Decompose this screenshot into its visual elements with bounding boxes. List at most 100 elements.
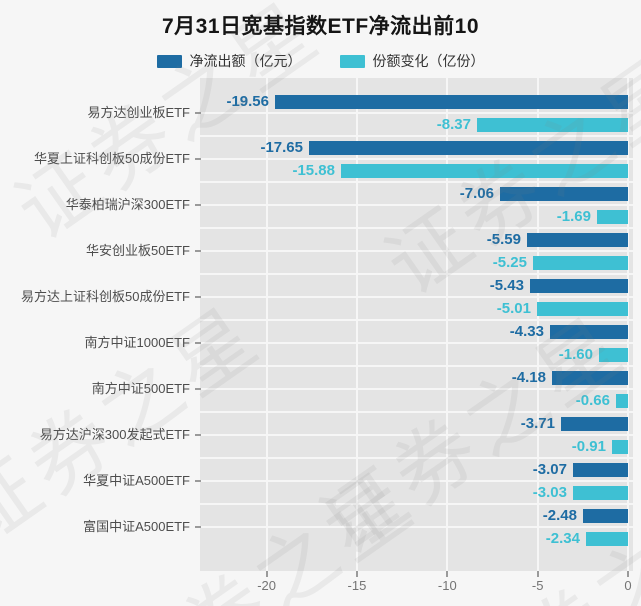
outflow-value-label: -7.06 — [459, 184, 494, 202]
h-gridline — [200, 273, 633, 275]
share-value-label: -3.03 — [532, 483, 567, 501]
outflow-bar[interactable] — [309, 140, 628, 155]
chart-title: 7月31日宽基指数ETF净流出前10 — [161, 15, 480, 38]
share-bar[interactable] — [597, 209, 628, 224]
outflow-value-label: -4.33 — [509, 322, 544, 340]
h-gridline — [200, 526, 633, 528]
h-gridline — [200, 411, 633, 413]
h-gridline — [200, 388, 633, 390]
outflow-value-label: -5.59 — [486, 230, 521, 248]
v-gridline — [446, 78, 449, 571]
outflow-bar[interactable] — [561, 416, 628, 431]
outflow-value-label: -19.56 — [226, 92, 269, 110]
x-tick-label: -5 — [531, 578, 544, 593]
category-label: 易方达创业板ETF — [87, 105, 190, 120]
h-gridline — [200, 250, 633, 252]
share-value-label: -2.34 — [545, 529, 580, 547]
outflow-bar[interactable] — [275, 94, 628, 109]
outflow-bar[interactable] — [530, 278, 628, 293]
category-label: 易方达上证科创板50成份ETF — [20, 289, 190, 304]
h-gridline — [200, 434, 633, 436]
outflow-bar[interactable] — [583, 508, 628, 523]
h-gridline — [200, 457, 633, 459]
v-gridline — [536, 78, 539, 571]
category-label: 华泰柏瑞沪深300ETF — [65, 197, 190, 212]
share-value-label: -1.69 — [556, 207, 591, 225]
share-swatch-icon — [339, 54, 365, 68]
share-bar[interactable] — [477, 117, 628, 132]
share-value-label: -1.60 — [558, 345, 593, 363]
h-gridline — [200, 342, 633, 344]
outflow-swatch-icon — [156, 54, 182, 68]
x-tick-label: -15 — [347, 578, 367, 593]
outflow-value-label: -3.07 — [532, 460, 567, 478]
h-gridline — [200, 480, 633, 482]
x-tick-label: 0 — [624, 578, 632, 593]
x-tick-label: -10 — [437, 578, 457, 593]
category-tick-mark — [195, 434, 201, 436]
outflow-bar[interactable] — [550, 324, 628, 339]
x-tick-mark — [265, 571, 268, 577]
h-gridline — [200, 227, 633, 229]
category-tick-mark — [195, 388, 201, 390]
category-label: 南方中证1000ETF — [84, 335, 190, 350]
outflow-value-label: -3.71 — [520, 414, 555, 432]
share-bar[interactable] — [616, 393, 628, 408]
h-gridline — [200, 319, 633, 321]
category-tick-mark — [195, 204, 201, 206]
category-tick-mark — [195, 250, 201, 252]
category-tick-mark — [195, 480, 201, 482]
x-tick-label: -20 — [257, 578, 276, 593]
outflow-bar[interactable] — [527, 232, 628, 247]
category-label: 富国中证A500ETF — [83, 519, 190, 534]
x-tick-mark — [536, 571, 539, 577]
category-label: 华安创业板50ETF — [85, 243, 190, 258]
legend-item-outflow[interactable]: 净流出额（亿元） — [156, 51, 302, 71]
share-bar[interactable] — [586, 531, 628, 546]
h-gridline — [200, 296, 633, 298]
share-bar[interactable] — [533, 255, 628, 270]
share-bar[interactable] — [537, 301, 628, 316]
v-gridline — [265, 78, 268, 571]
h-gridline — [200, 112, 633, 114]
category-label: 华夏中证A500ETF — [83, 473, 190, 488]
outflow-value-label: -17.65 — [260, 138, 303, 156]
category-label: 华夏上证科创板50成份ETF — [33, 151, 190, 166]
outflow-value-label: -4.18 — [511, 368, 546, 386]
share-value-label: -0.66 — [575, 391, 610, 409]
h-gridline — [200, 135, 633, 137]
legend-item-share[interactable]: 份额变化（亿份） — [339, 51, 485, 71]
legend-label-share: 份额变化（亿份） — [372, 53, 485, 69]
share-bar[interactable] — [599, 347, 628, 362]
share-bar[interactable] — [341, 163, 628, 178]
category-tick-mark — [195, 158, 201, 160]
share-value-label: -0.91 — [571, 437, 606, 455]
x-tick-mark — [627, 571, 629, 577]
v-gridline — [627, 78, 629, 571]
share-value-label: -5.01 — [496, 299, 531, 317]
share-value-label: -5.25 — [492, 253, 527, 271]
outflow-bar[interactable] — [500, 186, 628, 201]
h-gridline — [200, 181, 633, 183]
category-tick-mark — [195, 112, 201, 114]
share-value-label: -8.37 — [436, 115, 471, 133]
h-gridline — [200, 204, 633, 206]
share-bar[interactable] — [612, 439, 628, 454]
category-tick-mark — [195, 526, 201, 528]
outflow-value-label: -2.48 — [542, 506, 577, 524]
outflow-bar[interactable] — [552, 370, 628, 385]
share-bar[interactable] — [573, 485, 628, 500]
category-label: 易方达沪深300发起式ETF — [39, 427, 190, 442]
x-tick-mark — [446, 571, 449, 577]
share-value-label: -15.88 — [292, 161, 335, 179]
h-gridline — [200, 365, 633, 367]
category-tick-mark — [195, 296, 201, 298]
plot-area: -19.56 -17.65 -7.06 -5.59 -5.43 -4.33 -4.18 -3.… — [200, 78, 633, 571]
h-gridline — [200, 158, 633, 160]
category-tick-mark — [195, 342, 201, 344]
legend: 净流出额（亿元） 份额变化（亿份） — [0, 51, 641, 71]
outflow-bar[interactable] — [573, 462, 628, 477]
legend-label-outflow: 净流出额（亿元） — [189, 53, 302, 69]
x-tick-mark — [355, 571, 358, 577]
